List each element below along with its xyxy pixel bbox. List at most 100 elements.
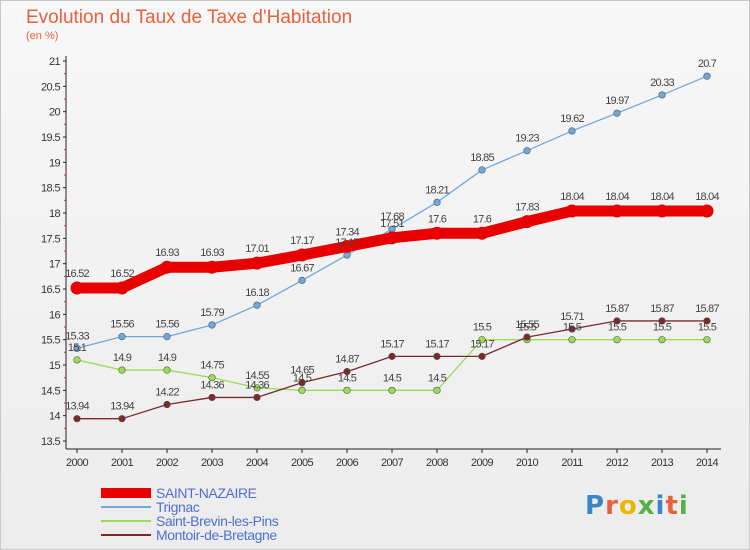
data-label: 16.52 (65, 268, 89, 280)
data-point (298, 276, 306, 284)
data-label: 18.85 (470, 152, 494, 164)
data-label: 15.17 (425, 338, 449, 350)
data-point (163, 400, 171, 409)
data-label: 15.5 (518, 322, 537, 334)
data-label: 18.04 (650, 191, 674, 203)
data-label: 14.22 (155, 387, 179, 399)
data-point (298, 379, 306, 387)
data-point (565, 204, 579, 218)
data-label: 16.93 (155, 247, 179, 259)
data-point (478, 336, 486, 344)
y-tick-label: 15.5 (41, 335, 60, 347)
data-label: 20.33 (650, 77, 674, 89)
data-point (340, 239, 354, 253)
data-point (433, 352, 441, 360)
x-tick-label: 2001 (111, 457, 134, 469)
y-tick-label: 17.5 (41, 233, 60, 245)
x-tick-label: 2014 (696, 457, 719, 469)
data-point (388, 352, 396, 360)
data-label: 15.55 (515, 319, 539, 331)
data-point (385, 231, 399, 245)
data-label: 15.1 (68, 342, 87, 354)
y-tick-label: 20.5 (41, 81, 60, 93)
data-point (253, 393, 261, 402)
data-label: 14.36 (245, 379, 269, 391)
data-point (118, 415, 126, 423)
legend-item: Montoir-de-Bretagne (101, 527, 278, 543)
data-point (160, 260, 174, 274)
x-tick-label: 2006 (336, 457, 359, 469)
data-point (208, 321, 216, 329)
data-point (253, 384, 261, 392)
data-label: 16.93 (200, 247, 224, 259)
data-point (478, 166, 486, 174)
data-label: 14.75 (200, 360, 224, 372)
data-label: 17.6 (428, 213, 447, 225)
y-tick-label: 20 (49, 107, 61, 119)
y-tick-label: 14.5 (41, 385, 60, 397)
x-tick-label: 2013 (651, 457, 674, 469)
legend-item: Saint-Brevin-les-Pins (101, 513, 279, 529)
data-label: 15.56 (155, 319, 179, 331)
data-point (703, 336, 711, 344)
data-label: 15.87 (605, 303, 629, 315)
data-label: 17.17 (290, 235, 314, 247)
data-label: 17.34 (335, 226, 359, 238)
data-label: 17.6 (473, 213, 492, 225)
legend-item: Trignac (101, 499, 278, 515)
data-label: 18.21 (425, 184, 449, 196)
data-label: 14.55 (245, 370, 269, 382)
data-label: 14.5 (428, 372, 447, 384)
data-point (295, 248, 309, 262)
data-label: 19.97 (605, 95, 629, 107)
data-label: 13.94 (65, 401, 89, 413)
data-label: 15.79 (200, 307, 224, 319)
data-label: 15.17 (380, 338, 404, 350)
y-tick-label: 18.5 (41, 183, 60, 195)
data-point (700, 204, 714, 218)
data-point (568, 336, 576, 344)
data-label: 14.65 (290, 365, 314, 377)
data-point (118, 366, 126, 374)
data-point (655, 204, 669, 218)
legend-swatch (101, 520, 151, 522)
data-point (613, 317, 621, 325)
legend-swatch (101, 506, 151, 508)
data-label: 16.52 (110, 268, 134, 280)
x-tick-label: 2000 (66, 457, 89, 469)
data-point (73, 344, 81, 352)
y-tick-label: 14 (49, 411, 61, 423)
data-point (70, 281, 84, 295)
x-tick-label: 2003 (201, 457, 224, 469)
data-point (253, 301, 261, 309)
data-point (388, 386, 396, 394)
data-point (613, 336, 621, 344)
data-label: 15.56 (110, 319, 134, 331)
data-label: 18.04 (695, 191, 719, 203)
y-tick-label: 13.5 (41, 436, 60, 448)
x-tick-label: 2012 (606, 457, 629, 469)
data-point (658, 317, 666, 325)
data-label: 16.67 (290, 262, 314, 274)
data-label: 16.18 (245, 287, 269, 299)
data-label: 15.5 (698, 322, 717, 334)
data-point (478, 352, 486, 360)
data-label: 18.04 (560, 191, 584, 203)
x-tick-label: 2008 (426, 457, 449, 469)
data-point (523, 147, 531, 155)
data-point (568, 127, 576, 135)
data-point (250, 256, 264, 270)
data-point (115, 281, 129, 295)
data-label: 15.5 (563, 322, 582, 334)
data-label: 15.87 (695, 303, 719, 315)
data-label: 19.23 (515, 133, 539, 145)
data-point (118, 333, 126, 341)
y-tick-label: 16 (49, 309, 61, 321)
legend-label: Saint-Brevin-les-Pins (156, 513, 279, 529)
chart-legend: SAINT-NAZAIRE Trignac Saint-Brevin-les-Pin… (101, 485, 279, 543)
data-label: 14.5 (383, 372, 402, 384)
data-label: 17.83 (515, 202, 539, 214)
data-point (703, 72, 711, 80)
data-point (343, 386, 351, 394)
